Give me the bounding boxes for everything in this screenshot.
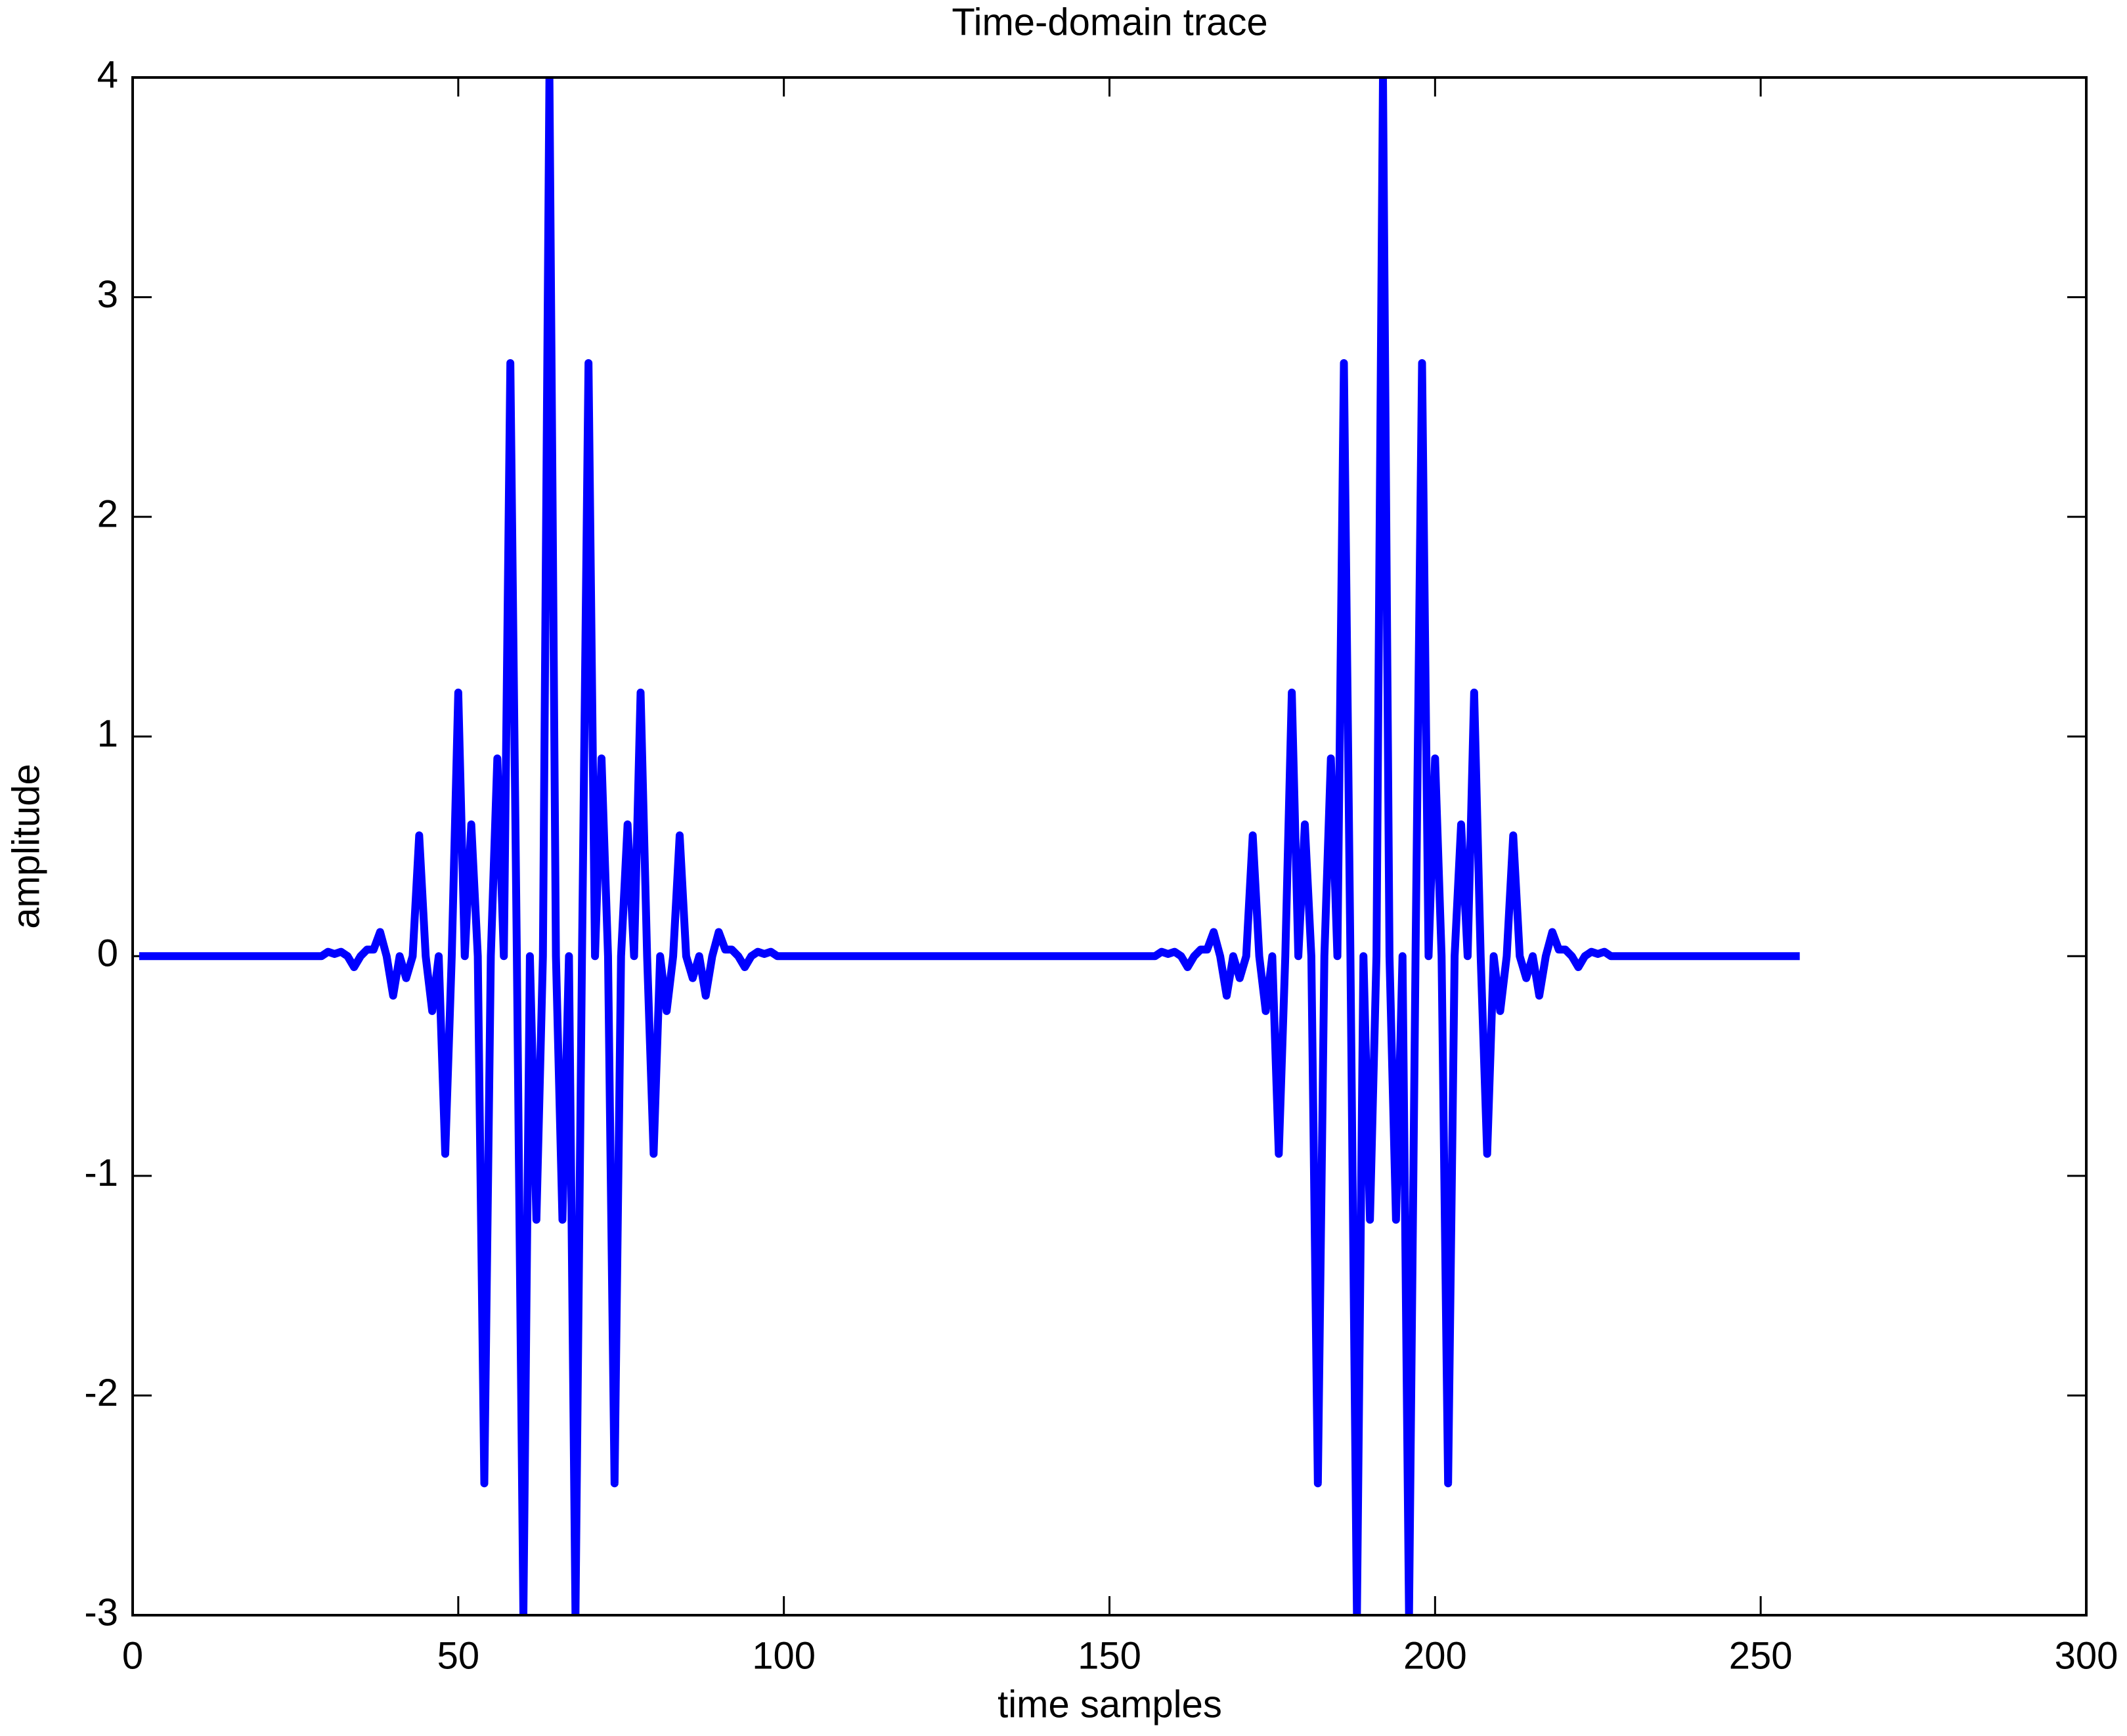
y-tick-label: 4 bbox=[97, 53, 118, 96]
data-line bbox=[139, 77, 1800, 1615]
x-tick-label: 250 bbox=[1729, 1634, 1793, 1677]
y-axis-label: amplitude bbox=[5, 764, 47, 928]
x-tick-label: 300 bbox=[2055, 1634, 2118, 1677]
y-tick-label: -1 bbox=[84, 1152, 118, 1194]
x-axis-label: time samples bbox=[998, 1683, 1222, 1725]
ticks: 0 50 100 150 200 250 300 -3 -2 -1 0 1 2 3 4 bbox=[84, 53, 2118, 1677]
x-tick-label: 200 bbox=[1403, 1634, 1467, 1677]
y-tick-label: 2 bbox=[97, 492, 118, 535]
x-tick-label: 50 bbox=[437, 1634, 480, 1677]
y-tick-label: 3 bbox=[97, 273, 118, 316]
axes-box bbox=[131, 76, 2088, 1617]
y-tick-label: 0 bbox=[97, 932, 118, 975]
x-tick-label: 0 bbox=[122, 1634, 143, 1677]
y-tick-label: -2 bbox=[84, 1372, 118, 1414]
y-tick-label: -3 bbox=[84, 1591, 118, 1634]
plot-area bbox=[139, 77, 1800, 1615]
x-tick-label: 150 bbox=[1078, 1634, 1141, 1677]
x-tick-label: 100 bbox=[752, 1634, 816, 1677]
y-tick-label: 1 bbox=[97, 712, 118, 755]
chart-title: Time-domain trace bbox=[952, 1, 1267, 43]
